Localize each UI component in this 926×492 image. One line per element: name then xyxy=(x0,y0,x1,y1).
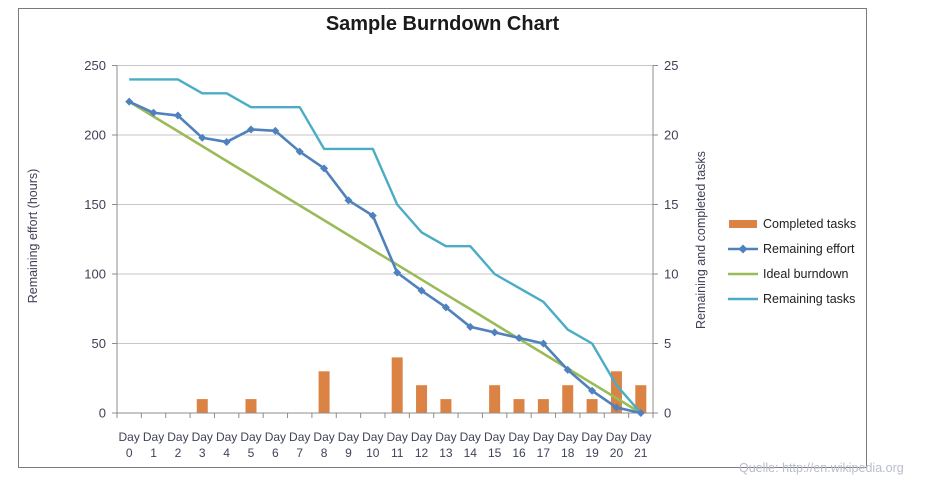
remaining-effort-marker xyxy=(247,125,255,134)
completed-tasks-bar xyxy=(537,399,549,413)
x-axis-day-label: Day 6 xyxy=(265,430,286,460)
legend-item-remaining-tasks: Remaining tasks xyxy=(728,286,856,311)
remaining-effort-marker xyxy=(490,328,499,337)
remaining-effort-marker xyxy=(368,211,377,220)
left-axis-tick-label: 100 xyxy=(84,267,106,282)
remaining-effort-marker xyxy=(417,286,426,295)
remaining-effort-marker xyxy=(539,339,548,348)
right-axis-tick-label: 20 xyxy=(664,128,678,143)
x-axis-day-label: Day 20 xyxy=(606,430,627,460)
remaining-effort-marker xyxy=(320,164,329,173)
completed-tasks-bar xyxy=(318,371,330,413)
x-axis-day-label: Day 12 xyxy=(411,430,432,460)
left-axis-tick-label: 200 xyxy=(84,128,106,143)
x-axis-day-label: Day 3 xyxy=(192,430,213,460)
source-note: Quelle: http://en.wikipedia.org xyxy=(739,461,904,475)
completed-tasks-bar xyxy=(489,385,501,413)
legend-label: Completed tasks xyxy=(763,216,857,231)
remaining-effort-marker xyxy=(588,386,597,395)
x-axis-day-label: Day 13 xyxy=(435,430,456,460)
legend-item-ideal-burndown: Ideal burndown xyxy=(728,261,856,286)
right-axis-title: Remaining and completed tasks xyxy=(694,151,708,329)
legend-item-remaining-effort: Remaining effort xyxy=(728,236,856,261)
remaining-effort-marker xyxy=(271,126,280,135)
completed-tasks-bar xyxy=(440,399,452,413)
left-axis-title: Remaining effort (hours) xyxy=(26,168,40,304)
remaining-effort-marker xyxy=(441,303,450,312)
x-axis-day-label: Day 9 xyxy=(338,430,359,460)
remaining-effort-marker xyxy=(466,322,475,331)
completed-tasks-bar xyxy=(586,399,598,413)
x-axis-day-label: Day 21 xyxy=(630,430,651,460)
right-axis-tick-label: 0 xyxy=(664,406,671,421)
remaining-tasks-swatch-icon xyxy=(728,297,758,300)
x-axis-day-label: Day 1 xyxy=(143,430,164,460)
legend-label: Remaining tasks xyxy=(763,291,856,306)
completed-tasks-bar xyxy=(245,399,257,413)
completed-tasks-bar xyxy=(416,385,428,413)
x-axis-day-label: Day 5 xyxy=(240,430,261,460)
remaining-tasks-line xyxy=(129,78,642,414)
x-axis-day-label: Day 2 xyxy=(167,430,188,460)
completed-tasks-bar xyxy=(513,399,525,413)
right-axis-tick-label: 15 xyxy=(664,197,678,212)
x-axis-day-label: Day 7 xyxy=(289,430,310,460)
x-axis-day-label: Day 18 xyxy=(557,430,578,460)
remaining-effort-swatch-icon xyxy=(728,244,758,253)
left-axis-tick-label: 0 xyxy=(99,406,106,421)
completed-tasks-bar xyxy=(196,399,208,413)
remaining-effort-marker xyxy=(125,97,134,106)
completed-tasks-swatch-icon xyxy=(729,219,757,228)
right-axis-tick-label: 25 xyxy=(664,58,678,73)
remaining-effort-marker xyxy=(563,365,572,374)
completed-tasks-bar xyxy=(610,371,622,413)
remaining-effort-marker xyxy=(393,268,402,277)
completed-tasks-bar xyxy=(391,357,403,413)
x-axis-day-label: Day 10 xyxy=(362,430,383,460)
left-axis-tick-label: 150 xyxy=(84,197,106,212)
remaining-effort-marker xyxy=(222,137,231,146)
legend: Completed tasks Remaining effort Ideal b… xyxy=(728,211,856,311)
remaining-effort-marker xyxy=(173,111,182,120)
remaining-effort-marker xyxy=(149,108,158,117)
right-axis-tick-label: 10 xyxy=(664,267,678,282)
remaining-effort-marker xyxy=(636,409,645,417)
x-axis-day-label: Day 11 xyxy=(387,430,408,460)
x-axis-day-label: Day 4 xyxy=(216,430,237,460)
legend-label: Remaining effort xyxy=(763,241,855,256)
ideal-burndown-line xyxy=(128,100,642,415)
chart-frame xyxy=(18,8,867,468)
chart-title: Sample Burndown Chart xyxy=(325,13,560,35)
right-axis-tick-label: 5 xyxy=(664,336,671,351)
left-axis-tick-label: 250 xyxy=(84,58,106,73)
x-axis-day-label: Day 15 xyxy=(484,430,505,460)
left-axis-tick-label: 50 xyxy=(92,336,106,351)
remaining-effort-line xyxy=(128,100,642,415)
remaining-effort-marker xyxy=(612,403,621,412)
x-axis-day-label: Day 14 xyxy=(460,430,481,460)
remaining-effort-marker xyxy=(295,147,304,156)
remaining-effort-marker xyxy=(344,196,353,205)
completed-tasks-bar xyxy=(635,385,647,413)
remaining-effort-marker xyxy=(198,133,207,142)
x-axis-day-label: Day 17 xyxy=(533,430,554,460)
x-axis-day-label: Day 0 xyxy=(119,430,140,460)
x-axis-day-label: Day 8 xyxy=(313,430,334,460)
legend-item-completed-tasks: Completed tasks xyxy=(728,211,856,236)
x-axis-day-label: Day 19 xyxy=(581,430,602,460)
legend-label: Ideal burndown xyxy=(763,266,849,281)
ideal-burndown-swatch-icon xyxy=(728,272,758,275)
completed-tasks-bar xyxy=(562,385,574,413)
remaining-effort-marker xyxy=(515,333,523,342)
x-axis-day-label: Day 16 xyxy=(508,430,529,460)
